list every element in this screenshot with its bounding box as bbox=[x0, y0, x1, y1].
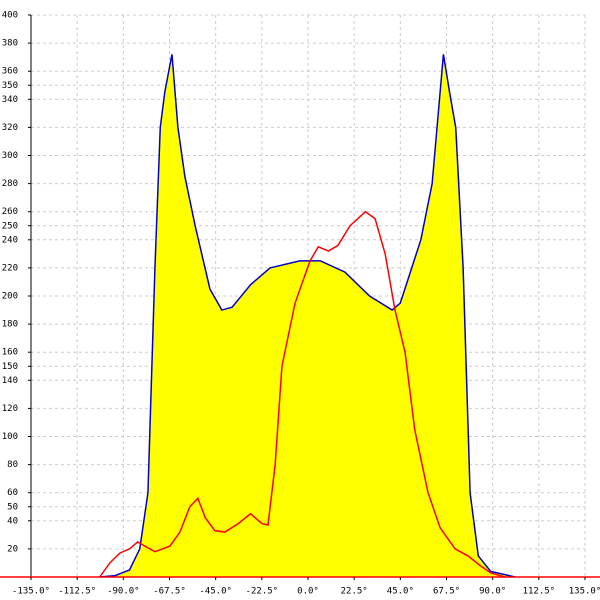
y-tick-label: 50 bbox=[7, 502, 18, 512]
x-tick-label: 135.0° bbox=[569, 587, 600, 597]
y-tick-label: 280 bbox=[2, 179, 18, 189]
y-tick-label: 150 bbox=[2, 362, 18, 372]
y-tick-label: 360 bbox=[2, 67, 18, 77]
x-tick-label: -90.0° bbox=[107, 587, 140, 597]
y-tick-label: 380 bbox=[2, 39, 18, 49]
y-tick-label: 160 bbox=[2, 348, 18, 358]
x-tick-label: 0.0° bbox=[297, 587, 319, 597]
x-tick-label: 112.5° bbox=[523, 587, 556, 597]
area bbox=[99, 54, 516, 577]
y-tick-label: 220 bbox=[2, 263, 18, 273]
y-tick-label: 260 bbox=[2, 207, 18, 217]
y-tick-label: 140 bbox=[2, 376, 18, 386]
y-tick-label: 100 bbox=[2, 432, 18, 442]
y-tick-label: 250 bbox=[2, 221, 18, 231]
y-tick-label: 400 bbox=[2, 11, 18, 21]
y-tick-label: 300 bbox=[2, 151, 18, 161]
y-tick-label: 20 bbox=[7, 544, 18, 554]
y-tick-label: 350 bbox=[2, 81, 18, 91]
y-tick-label: 120 bbox=[2, 404, 18, 414]
y-tick-label: 340 bbox=[2, 95, 18, 105]
y-tick-label: 320 bbox=[2, 123, 18, 133]
x-tick-label: -22.5° bbox=[246, 587, 279, 597]
x-tick-label: 67.5° bbox=[433, 587, 460, 597]
x-tick-label: -135.0° bbox=[12, 587, 50, 597]
x-tick-label: -112.5° bbox=[58, 587, 96, 597]
y-tick-label: 60 bbox=[7, 488, 18, 498]
y-tick-label: 80 bbox=[7, 460, 18, 470]
x-tick-label: -45.0° bbox=[199, 587, 232, 597]
x-tick-label: 22.5° bbox=[341, 587, 368, 597]
x-tick-label: 90.0° bbox=[479, 587, 506, 597]
x-tick-label: 45.0° bbox=[387, 587, 414, 597]
line bbox=[99, 210, 506, 578]
y-tick-label: 200 bbox=[2, 292, 18, 302]
y-tick-label: 180 bbox=[2, 320, 18, 330]
x-tick-label: -67.5° bbox=[153, 587, 186, 597]
line bbox=[99, 54, 516, 578]
y-tick-label: 240 bbox=[2, 235, 18, 245]
y-tick-label: 40 bbox=[7, 516, 18, 526]
